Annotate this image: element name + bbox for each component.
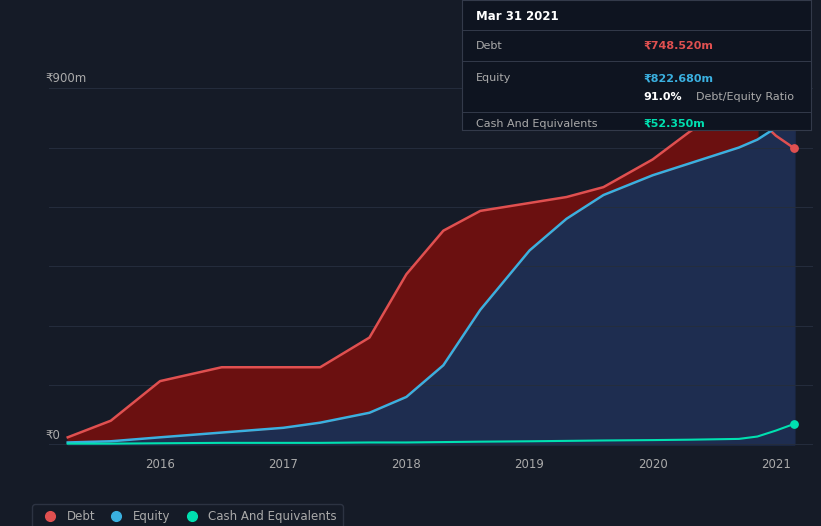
Legend: Debt, Equity, Cash And Equivalents: Debt, Equity, Cash And Equivalents <box>32 504 342 526</box>
Point <box>788 420 801 428</box>
Point <box>788 144 801 153</box>
Text: ₹0: ₹0 <box>45 429 60 442</box>
Text: Debt/Equity Ratio: Debt/Equity Ratio <box>696 92 794 102</box>
Text: Mar 31 2021: Mar 31 2021 <box>476 11 559 24</box>
Text: ₹748.520m: ₹748.520m <box>644 41 713 50</box>
Point <box>788 115 801 123</box>
Text: ₹52.350m: ₹52.350m <box>644 119 705 129</box>
Text: Cash And Equivalents: Cash And Equivalents <box>476 119 598 129</box>
Text: Equity: Equity <box>476 73 511 83</box>
Text: Debt: Debt <box>476 41 503 50</box>
Text: 91.0%: 91.0% <box>644 92 682 102</box>
Text: ₹900m: ₹900m <box>45 72 87 85</box>
Text: ₹822.680m: ₹822.680m <box>644 73 713 83</box>
